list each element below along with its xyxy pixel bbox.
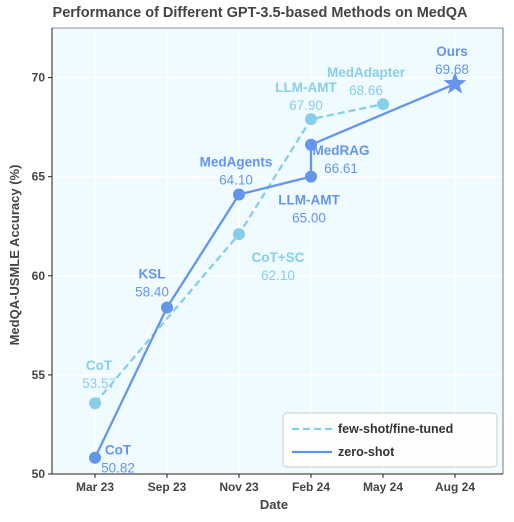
- annotation-value-s0-p0: 53.57: [82, 376, 116, 391]
- annotation-name-s1-p4: MedRAG: [313, 143, 370, 158]
- annotation-name-s1-p3: LLM-AMT: [278, 193, 340, 208]
- x-tick-label-1: Sep 23: [148, 480, 187, 494]
- legend-label-zero-shot: zero-shot: [338, 445, 395, 459]
- y-tick-label-4: 70: [32, 71, 46, 85]
- annotation-value-s1-p2: 64.10: [219, 173, 253, 188]
- y-tick-labels: 50 55 60 65 70: [32, 71, 52, 481]
- y-tick-label-3: 65: [32, 170, 46, 184]
- annotation-name-s0-p0: CoT: [86, 358, 113, 373]
- series-0-point-1: [233, 228, 245, 241]
- point-annotations: CoT 53.57 CoT+SC 62.10 LLM-AMT 67.90 MedAdapte…: [82, 44, 469, 476]
- series-1-point-2: [233, 188, 245, 201]
- legend-box: [282, 412, 498, 468]
- series-1-point-3: [305, 170, 317, 183]
- axes: [51, 27, 504, 475]
- series-0-point-0: [89, 397, 101, 410]
- annotation-value-s0-p1: 62.10: [261, 268, 295, 283]
- series-1-point-0: [89, 451, 101, 464]
- x-tick-label-3: Feb 24: [292, 480, 330, 494]
- x-axis-label: Date: [260, 497, 288, 512]
- annotation-value-s1-p4: 66.61: [324, 161, 358, 176]
- series-line-1: [93, 82, 456, 459]
- annotation-name-s1-p1: KSL: [139, 266, 166, 281]
- grid-lines: [52, 28, 503, 475]
- plot-area: [52, 28, 503, 474]
- series-lines: [93, 82, 456, 459]
- annotation-name-s0-p1: CoT+SC: [252, 250, 305, 265]
- annotation-value-s1-p1: 58.40: [135, 284, 169, 299]
- legend-label-few-shot: few-shot/fine-tuned: [338, 422, 453, 436]
- annotation-value-s1-p3: 65.00: [292, 211, 326, 226]
- annotation-name-s1-p5: Ours: [436, 44, 468, 59]
- series-1-star-marker-5: [443, 71, 467, 94]
- x-tick-label-4: May 24: [363, 480, 403, 494]
- series-0-point-3: [377, 98, 389, 111]
- annotation-value-s1-p0: 50.82: [101, 461, 135, 476]
- series-line-0: [94, 102, 384, 404]
- legend: few-shot/fine-tuned zero-shot: [282, 412, 498, 468]
- annotation-name-s1-p2: MedAgents: [200, 155, 273, 170]
- series-1-point-1: [161, 301, 173, 314]
- x-tick-label-0: Mar 23: [76, 480, 114, 494]
- annotation-name-s0-p3: MedAdapter: [327, 65, 406, 80]
- x-tick-labels: Mar 23 Sep 23 Nov 23 Feb 24 May 24 Aug 24: [76, 474, 475, 494]
- y-axis-label: MedQA-USMLE Accuracy (%): [7, 165, 22, 346]
- y-tick-label-0: 50: [32, 467, 46, 481]
- y-tick-label-1: 55: [32, 368, 46, 382]
- annotation-name-s0-p2: LLM-AMT: [275, 80, 337, 95]
- series-markers: [89, 71, 467, 464]
- annotation-value-s1-p5: 69.68: [435, 62, 469, 77]
- series-1-point-4: [305, 138, 317, 151]
- chart-title: Performance of Different GPT-3.5-based M…: [53, 5, 468, 21]
- series-0-point-2: [305, 113, 317, 126]
- annotation-value-s0-p3: 68.66: [349, 83, 383, 98]
- annotation-name-s1-p0: CoT: [105, 443, 132, 458]
- annotation-value-s0-p2: 67.90: [289, 98, 323, 113]
- y-tick-label-2: 60: [32, 269, 46, 283]
- x-tick-label-2: Nov 23: [219, 480, 259, 494]
- x-tick-label-5: Aug 24: [435, 480, 475, 494]
